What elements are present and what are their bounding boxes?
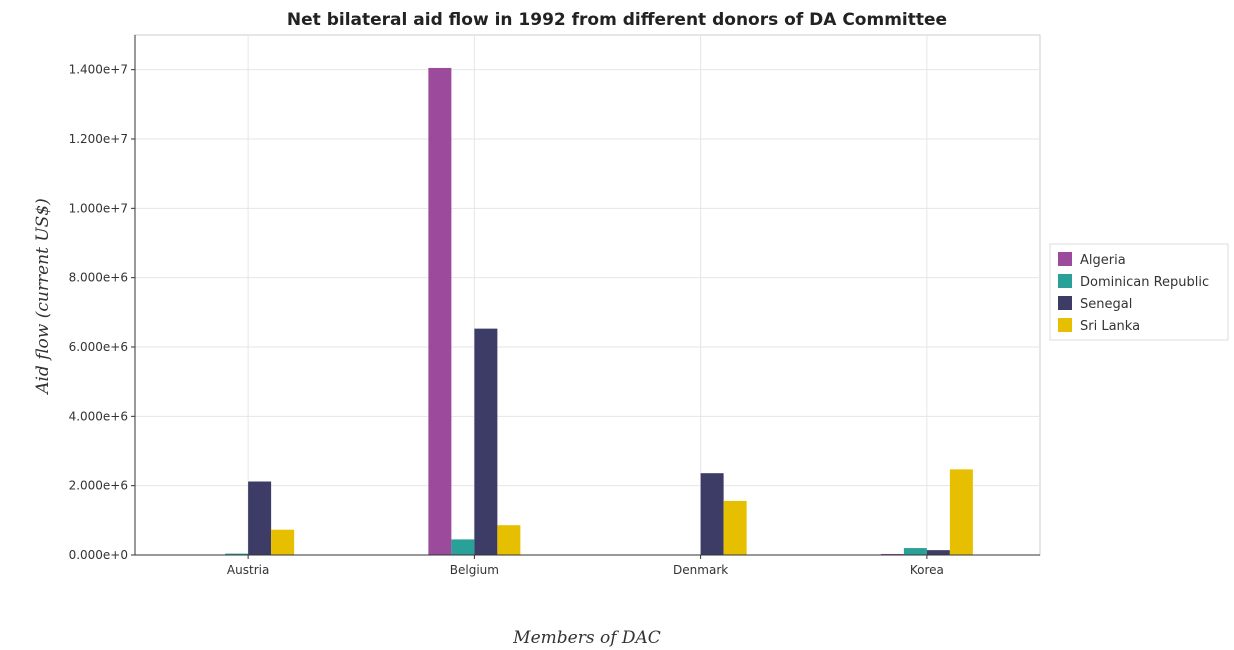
- legend-label: Dominican Republic: [1080, 275, 1209, 290]
- legend: Algeria Dominican Republic Senegal Sri Lank…: [1049, 243, 1229, 341]
- bar-senegal-belgium: [474, 328, 498, 555]
- bar-sri-lanka-denmark: [723, 500, 747, 555]
- x-tick-label: Korea: [910, 563, 944, 577]
- legend-label: Senegal: [1080, 297, 1132, 312]
- y-tick-label: 0.000e+0: [69, 548, 128, 562]
- legend-swatch: [1058, 296, 1072, 310]
- bar-sri-lanka-austria: [271, 529, 295, 555]
- bar-dominican-republic-belgium: [451, 539, 475, 555]
- legend-box: [1049, 243, 1229, 341]
- x-tick-label: Denmark: [673, 563, 728, 577]
- y-tick-label: 4.000e+6: [69, 409, 128, 423]
- x-axis-label: Members of DAC: [512, 628, 661, 648]
- x-tick-label: Austria: [227, 563, 269, 577]
- y-tick-label: 6.000e+6: [69, 340, 128, 354]
- bar-sri-lanka-belgium: [497, 525, 521, 555]
- bar-dominican-republic-korea: [903, 548, 927, 555]
- legend-label: Sri Lanka: [1080, 319, 1140, 334]
- y-tick-label: 1.400e+7: [69, 63, 128, 77]
- bar-senegal-austria: [248, 481, 272, 555]
- bar-algeria-belgium: [428, 67, 452, 555]
- bars: [225, 67, 973, 555]
- bar-senegal-korea: [926, 550, 950, 555]
- bar-senegal-denmark: [700, 473, 724, 555]
- bar-dominican-republic-austria: [225, 553, 249, 555]
- legend-swatch: [1058, 274, 1072, 288]
- legend-swatch: [1058, 252, 1072, 266]
- plot-frame: [134, 34, 1041, 556]
- gridlines: [134, 34, 1041, 556]
- legend-label: Algeria: [1080, 253, 1126, 268]
- y-tick-label: 1.200e+7: [69, 132, 128, 146]
- bar-algeria-korea: [880, 553, 904, 555]
- bar-sri-lanka-korea: [949, 469, 973, 555]
- y-tick-label: 2.000e+6: [69, 479, 128, 493]
- legend-swatch: [1058, 318, 1072, 332]
- y-axis-label: Aid flow (current US$): [33, 198, 53, 396]
- chart-title: Net bilateral aid flow in 1992 from diff…: [287, 10, 947, 30]
- y-tick-label: 1.000e+7: [69, 201, 128, 215]
- y-tick-label: 8.000e+6: [69, 271, 128, 285]
- axes: 0.000e+0 2.000e+6 4.000e+6 6.000e+6 8.000e+6…: [69, 35, 1040, 577]
- x-tick-label: Belgium: [450, 563, 499, 577]
